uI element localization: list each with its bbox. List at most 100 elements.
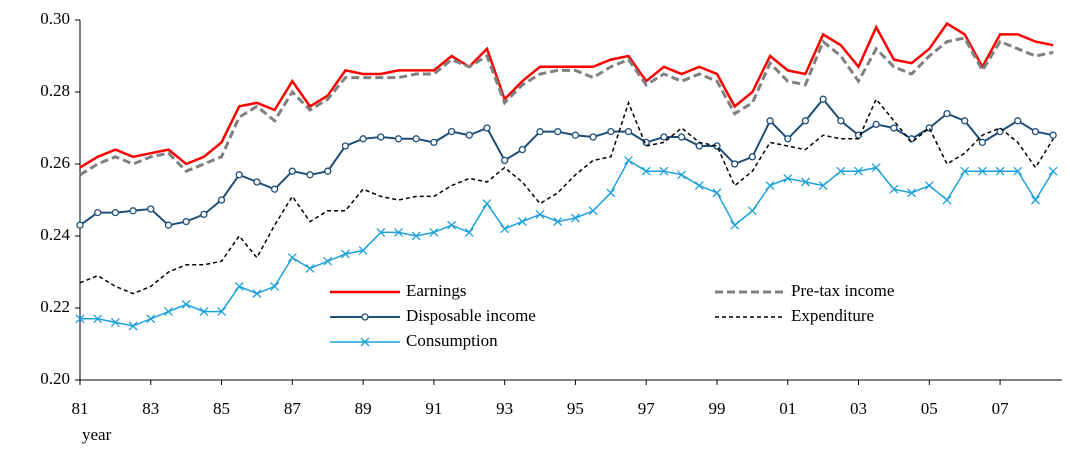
x-tick-label: 97 xyxy=(638,399,656,418)
marker xyxy=(961,117,969,125)
marker xyxy=(553,217,563,227)
x-tick-label: 01 xyxy=(779,399,796,418)
marker xyxy=(1014,117,1022,125)
marker xyxy=(110,317,120,327)
x-tick-label: 93 xyxy=(496,399,513,418)
marker xyxy=(571,131,580,139)
y-tick-label: 0.24 xyxy=(40,225,70,244)
marker xyxy=(394,227,403,237)
marker xyxy=(677,170,687,180)
marker xyxy=(199,307,209,317)
marker xyxy=(430,138,438,147)
marker xyxy=(164,221,173,229)
legend-label: Consumption xyxy=(406,331,498,350)
marker xyxy=(394,135,403,143)
marker xyxy=(411,231,421,241)
x-tick-label: 89 xyxy=(355,399,372,418)
series-line xyxy=(79,36,1054,177)
marker xyxy=(1049,131,1057,139)
marker xyxy=(75,314,85,324)
marker xyxy=(1031,127,1040,136)
marker xyxy=(978,138,987,147)
marker xyxy=(536,127,544,136)
marker xyxy=(765,181,775,191)
marker xyxy=(146,314,156,324)
marker xyxy=(890,124,898,132)
marker xyxy=(500,156,509,165)
marker xyxy=(1013,166,1023,176)
marker xyxy=(252,289,262,299)
marker xyxy=(783,173,793,183)
marker xyxy=(235,171,243,179)
x-tick-label: 81 xyxy=(72,399,89,418)
x-tick-label: 05 xyxy=(921,399,938,418)
marker xyxy=(872,120,880,129)
marker xyxy=(660,133,668,141)
marker xyxy=(483,124,491,132)
marker xyxy=(960,166,970,176)
marker xyxy=(358,245,368,255)
marker xyxy=(624,127,633,136)
marker xyxy=(128,321,138,331)
marker xyxy=(129,207,137,215)
marker xyxy=(695,142,703,150)
marker xyxy=(306,171,314,179)
marker xyxy=(270,281,280,291)
marker xyxy=(217,196,226,204)
marker xyxy=(518,145,526,154)
x-tick-label: 03 xyxy=(850,399,867,418)
marker xyxy=(234,281,244,291)
y-tick-label: 0.28 xyxy=(40,81,70,100)
legend-label: Disposable income xyxy=(406,306,536,325)
marker xyxy=(447,127,456,136)
marker xyxy=(818,181,828,191)
marker xyxy=(819,95,827,103)
marker xyxy=(217,307,227,317)
marker xyxy=(517,217,527,227)
marker xyxy=(766,117,774,125)
marker xyxy=(659,166,669,176)
marker xyxy=(447,220,457,230)
marker xyxy=(694,181,704,191)
x-tick-label: 85 xyxy=(213,399,230,418)
marker xyxy=(748,153,757,161)
marker xyxy=(200,210,208,219)
marker xyxy=(340,249,350,259)
marker xyxy=(305,263,315,273)
marker xyxy=(801,117,810,125)
marker xyxy=(889,184,899,194)
marker xyxy=(464,227,474,237)
marker xyxy=(836,166,846,176)
marker xyxy=(376,227,386,237)
marker xyxy=(287,253,297,263)
marker xyxy=(412,135,420,143)
marker xyxy=(606,188,616,198)
marker xyxy=(253,178,261,186)
marker xyxy=(837,117,845,125)
marker xyxy=(871,163,881,173)
marker xyxy=(147,205,155,213)
marker xyxy=(554,127,562,136)
marker xyxy=(324,167,332,175)
x-tick-label: 87 xyxy=(284,399,302,418)
x-tick-label: 95 xyxy=(567,399,584,418)
marker xyxy=(465,131,473,139)
marker xyxy=(93,314,103,324)
series-line xyxy=(79,21,1054,169)
marker xyxy=(641,166,651,176)
marker xyxy=(784,135,792,143)
marker xyxy=(943,109,951,118)
marker xyxy=(924,181,934,191)
x-tick-label: 99 xyxy=(708,399,725,418)
x-tick-label: 83 xyxy=(142,399,159,418)
marker xyxy=(181,299,191,309)
marker xyxy=(977,166,987,176)
legend-marker xyxy=(360,337,370,347)
marker xyxy=(570,213,580,223)
marker xyxy=(942,195,952,205)
marker xyxy=(677,133,686,141)
series-line xyxy=(80,159,1054,327)
marker xyxy=(535,209,545,219)
x-tick-label: 91 xyxy=(425,399,442,418)
